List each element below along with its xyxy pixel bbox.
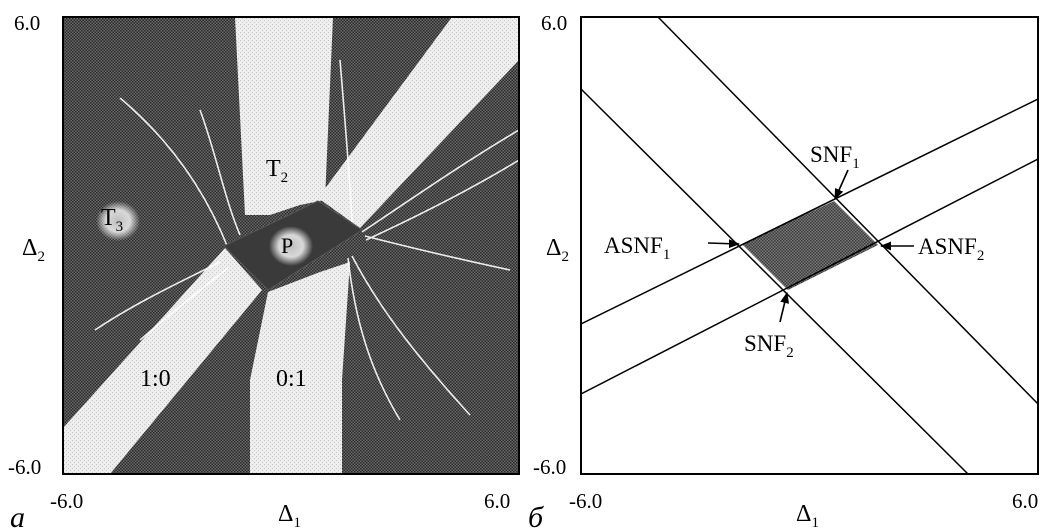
panel-letter-b: б: [528, 501, 544, 529]
band-vertical-upper: [235, 17, 333, 215]
center-parallelogram: [742, 201, 878, 290]
label-asnf1: ASNF1: [604, 233, 670, 263]
panel-letter-a: a: [10, 501, 25, 529]
p-blob: [269, 226, 313, 266]
right-y-max-label: 6.0: [541, 11, 567, 35]
left-y-min-label: -6.0: [8, 455, 41, 479]
region-label-t2: T2: [266, 156, 288, 186]
right-x-min-label: -6.0: [569, 489, 602, 513]
band-vertical-lower: [250, 262, 350, 474]
label-snf1: SNF1: [810, 142, 860, 172]
right-y-axis-label: Δ2: [546, 235, 569, 265]
right-panel: SNF1 SNF2 ASNF1 ASNF2 6.0 -6.0 -6.0 6.0 …: [528, 11, 1039, 529]
region-label-t3: T3: [101, 205, 123, 235]
region-label-p: P: [281, 233, 293, 258]
right-x-axis-label: Δ1: [796, 501, 819, 529]
arrow-snf1: [834, 169, 849, 201]
band-diagonal-lower-left: [63, 248, 262, 474]
right-y-min-label: -6.0: [533, 455, 566, 479]
region-label-1-0: 1:0: [140, 366, 171, 392]
right-frame: [580, 16, 1039, 475]
left-x-axis-label: Δ1: [278, 501, 301, 529]
line-diag-down-1: [657, 17, 1038, 405]
arrow-asnf1: [707, 239, 741, 249]
label-asnf2: ASNF2: [918, 234, 984, 264]
left-x-min-label: -6.0: [50, 489, 83, 513]
label-snf2: SNF2: [744, 331, 794, 361]
left-y-max-label: 6.0: [14, 11, 40, 35]
t3-blob: [96, 201, 140, 241]
line-diag-down-2: [581, 88, 969, 474]
region-label-0-1: 0:1: [276, 366, 307, 392]
white-streaks: [94, 59, 519, 421]
left-y-axis-label: Δ2: [22, 235, 45, 265]
left-x-max-label: 6.0: [484, 489, 510, 513]
band-diagonal-upper-right: [318, 17, 519, 228]
line-diag-up-2: [581, 158, 1038, 395]
boundary-lines: [581, 17, 1038, 474]
line-diag-up-1: [581, 98, 1038, 325]
left-panel: T2 T3 P 1:0 0:1 6.0 -6.0 -6.0 6.0 Δ2 Δ1 …: [8, 11, 520, 529]
right-x-max-label: 6.0: [1012, 489, 1038, 513]
annotation-arrows: [707, 169, 914, 323]
arrow-snf2: [779, 291, 789, 323]
left-frame: [62, 16, 520, 475]
